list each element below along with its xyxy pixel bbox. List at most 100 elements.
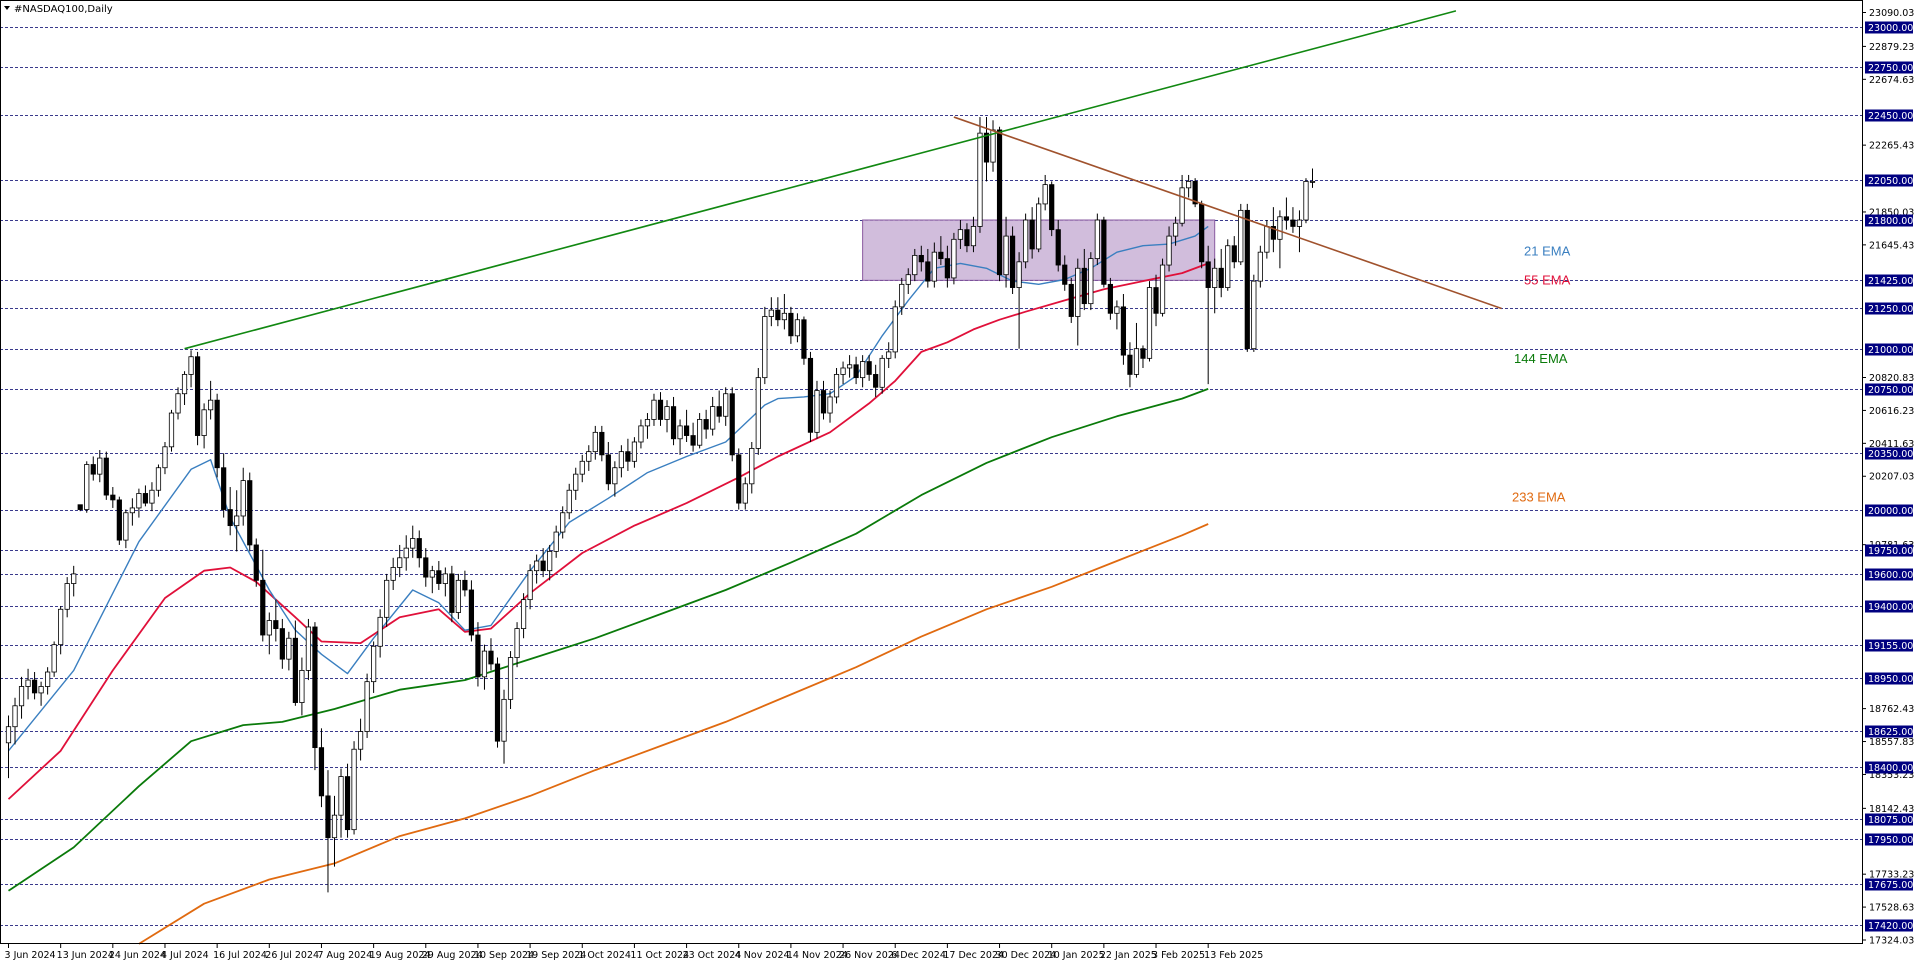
candle-body [77, 504, 83, 510]
candle-18 [123, 509, 129, 549]
candle-22 [149, 482, 155, 512]
price-label-12: 18557.83 [1869, 737, 1914, 748]
candle-117 [768, 297, 774, 327]
candle-body [260, 579, 266, 636]
candle-178 [1166, 226, 1172, 272]
candle-body [670, 406, 677, 440]
candle-104 [683, 409, 690, 442]
level-label-7: 21000.00 [1868, 345, 1913, 356]
candle-30 [201, 403, 207, 449]
candle-102 [670, 396, 677, 446]
candle-body [1166, 235, 1172, 266]
level-label-1: 22750.00 [1868, 63, 1913, 74]
ema21-line [7, 225, 1209, 752]
candle-186 [1218, 248, 1224, 298]
candle-body [547, 550, 553, 572]
candle-143 [938, 236, 944, 266]
candle-48 [318, 728, 325, 808]
level-label-bg-16 [1865, 725, 1913, 738]
time-label-0: 3 Jun 2024 [5, 950, 56, 961]
candle-168 [1101, 216, 1107, 288]
price-label-2: 22674.63 [1869, 75, 1914, 86]
candle-60 [397, 544, 403, 578]
candle-53 [351, 741, 357, 835]
channel-trendline[interactable] [184, 10, 1457, 350]
candle-body [462, 579, 468, 591]
candle-49 [325, 770, 331, 893]
candle-182 [1192, 178, 1198, 208]
candle-body [749, 448, 755, 485]
candle-body [214, 399, 220, 469]
candle-body [97, 457, 103, 475]
level-label-bg-8 [1865, 383, 1913, 396]
level-label-10: 20000.00 [1868, 506, 1913, 517]
candle-59 [390, 557, 396, 590]
resistance-trendline[interactable] [953, 116, 1502, 310]
candle-116 [762, 306, 768, 385]
candle-body [1107, 283, 1113, 314]
candle-body [970, 226, 977, 247]
candle-body [1094, 219, 1100, 260]
candle-body [1179, 187, 1185, 224]
level-label-18: 18075.00 [1868, 815, 1913, 826]
candle-12 [84, 461, 90, 513]
candle-body [983, 132, 990, 163]
candle-70 [462, 570, 468, 597]
candle-body [1049, 184, 1055, 231]
candle-body [931, 251, 937, 282]
candle-body [384, 579, 390, 618]
candle-body [683, 425, 690, 436]
candle-body [110, 494, 116, 501]
candle-body [612, 467, 618, 485]
candle-body [325, 795, 331, 839]
ema-layer [7, 225, 1209, 945]
candle-body [553, 531, 559, 552]
candle-body [1088, 258, 1094, 305]
candle-154 [1009, 226, 1016, 295]
candle-body [605, 454, 611, 485]
candle-156 [1023, 213, 1029, 269]
candle-90 [592, 425, 598, 460]
candle-body [918, 254, 924, 263]
candle-body [599, 431, 605, 456]
candle-10 [71, 565, 77, 597]
candle-body [788, 312, 794, 337]
title-dropdown-icon[interactable] [4, 6, 10, 10]
candle-body [886, 351, 892, 359]
candle-body [520, 599, 527, 629]
level-label-bg-14 [1865, 639, 1913, 652]
candle-58 [384, 573, 390, 627]
candle-162 [1062, 255, 1068, 291]
candle-body [1309, 181, 1316, 183]
candle-96 [631, 437, 638, 468]
candle-body [90, 464, 96, 475]
candle-body [579, 460, 585, 475]
level-label-bg-10 [1865, 504, 1913, 517]
candle-body [1303, 181, 1309, 221]
candle-132 [866, 355, 872, 381]
candle-body [1244, 209, 1250, 350]
candle-body [638, 425, 644, 443]
chart-title-text: #NASDAQ100,Daily [14, 4, 113, 15]
candle-17 [116, 496, 122, 545]
candle-3 [25, 668, 31, 700]
candle-body [586, 451, 592, 462]
level-label-4: 21800.00 [1868, 216, 1913, 227]
candle-body [1140, 348, 1146, 359]
candle-107 [703, 409, 709, 439]
candle-190 [1244, 203, 1250, 352]
level-label-bg-9 [1865, 447, 1913, 460]
candle-body [827, 396, 833, 414]
price-label-16: 17528.63 [1869, 903, 1914, 914]
price-axis[interactable]: 23090.03 22879.23 22674.63 22265.43 21850.03… [1862, 8, 1914, 947]
candle-body [494, 663, 501, 742]
candle-body [912, 254, 918, 276]
candle-131 [860, 355, 866, 388]
candle-111 [729, 387, 735, 462]
candle-body [175, 393, 181, 414]
candle-5 [38, 681, 44, 706]
candle-body [781, 312, 787, 321]
candle-body [38, 686, 44, 694]
